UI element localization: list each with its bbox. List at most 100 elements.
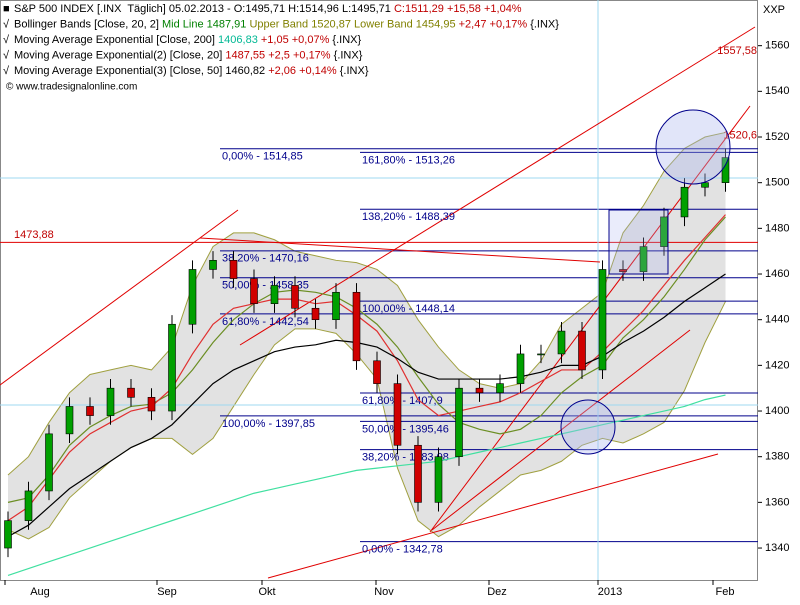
legend-entry: S&P 500 INDEX [.INX Täglich] 05.02.2013 … [14,3,522,15]
x-tick-label: Aug [30,586,50,598]
candle-body [106,387,115,416]
legend-part: {.INX} [337,65,369,77]
fib-label: 38,20% - 1470,16 [222,253,309,265]
candle-body [639,246,648,273]
x-tick-label: 2013 [598,586,622,598]
candle-body [393,383,402,446]
legend-entry: Moving Average Exponential(2) [Close, 20… [14,49,363,61]
trend-line [199,237,601,263]
legend-part: 1487,55 [225,49,265,61]
candle-body [270,285,279,305]
candle-body [680,186,689,218]
fib-label: 100,00% - 1448,14 [362,303,455,315]
y-tick-label: 1420 [765,359,789,371]
candle-body [701,182,709,188]
trend-line [429,105,751,533]
legend-part: +2,47 +0,17% [456,18,528,30]
legend-entry: Moving Average Exponential [Close, 200] … [14,34,361,46]
y-tick-label: 1540 [765,85,789,97]
legend-part: C:1511,29 +15,58 +1,04% [394,3,522,15]
legend-part: +2,06 +0,14% [265,65,337,77]
fib-label: 0,00% - 1342,78 [362,544,443,556]
legend-part: 1460,82 [225,65,265,77]
fib-label: 161,80% - 1513,26 [362,154,455,166]
candle-body [229,260,238,279]
legend: ■ S&P 500 INDEX [.INX Täglich] 05.02.2013… [3,3,559,77]
candle-body [45,433,53,492]
plot-frame [0,0,758,581]
candle-body [496,383,504,394]
legend-entry: Bollinger Bands [Close, 20, 2] Mid Line … [14,18,559,30]
trend-line [239,26,756,346]
fib-label: 50,00% - 1458,35 [222,280,309,292]
fib-label: 138,20% - 1488,39 [362,211,455,223]
candle-body [209,260,217,270]
candle-body [127,387,135,398]
annotation-label: 1520,6 [723,130,757,142]
y-tick-label: 1360 [765,496,789,508]
candle-body [373,360,381,384]
candle-body [455,387,463,457]
y-tick-label: 1500 [765,177,789,189]
legend-icon: √ [3,18,10,30]
y-tick-label: 1560 [765,40,789,52]
candle-body [147,397,156,412]
fib-label: 0,00% - 1514,85 [222,151,303,163]
candle-body [619,269,627,273]
trend-line [0,209,239,386]
candle-body [332,291,340,320]
highlight-box [608,209,669,275]
legend-part: Moving Average Exponential(3) [Close, 50… [14,65,225,77]
y-tick-label: 1480 [765,222,789,234]
candle-body [352,291,361,362]
candle-body [414,444,422,503]
axis-label: XXP [763,4,785,16]
candle-body [537,353,545,356]
legend-part: Moving Average Exponential [Close, 200] [14,34,218,46]
legend-part: Lower Band 1454,95 [351,18,456,30]
x-tick-label: Okt [258,586,275,598]
x-tick-label: Sep [157,586,177,598]
main-layer: 0,00% - 1514,85 161,80% - 1513,26 138,20% … [4,45,757,577]
legend-part: +1,05 +0,07% [258,34,330,46]
candle-body [434,456,443,503]
highlight-circle [560,399,616,455]
legend-part: Upper Band 1520,87 [246,18,351,30]
candle-body [24,490,33,521]
candle-body [168,323,176,412]
candle-body [557,330,566,355]
candle-body [475,387,484,394]
legend-part: 1406,83 [218,34,258,46]
credit: © www.tradesignalonline.com [6,82,137,93]
trend-line [267,453,719,579]
fib-label: 50,00% - 1395,46 [362,423,449,435]
y-tick-label: 1460 [765,268,789,280]
legend-part: +2,5 +0,17% [265,49,331,61]
indicator-line [7,394,726,577]
legend-part: {.INX} [527,18,559,30]
annotation-label: 1557,58 [717,45,757,57]
fib-label: 61,80% - 1407,9 [362,395,443,407]
y-tick-label: 1520 [765,131,789,143]
y-tick-label: 1380 [765,451,789,463]
resistance-label: 1473,88 [14,229,54,241]
candle-body [65,406,74,435]
legend-part: Moving Average Exponential(2) [Close, 20… [14,49,225,61]
candle-body [250,278,258,305]
legend-part: Bollinger Bands [Close, 20, 2] [14,18,162,30]
y-tick-label: 1440 [765,314,789,326]
candle-body [188,269,197,325]
legend-icon: √ [3,49,10,61]
candle-body [578,330,586,371]
legend-icon: ■ [3,3,10,15]
candle-body [4,520,12,549]
legend-entry: Moving Average Exponential(3) [Close, 50… [14,65,369,77]
candle-body [516,353,525,384]
candle-body [291,285,299,309]
x-tick-label: Feb [716,586,735,598]
legend-part: {.INX} [329,34,361,46]
y-tick-label: 1400 [765,405,789,417]
fib-label: 100,00% - 1397,85 [222,418,315,430]
fib-label: 38,20% - 1383,08 [362,452,449,464]
